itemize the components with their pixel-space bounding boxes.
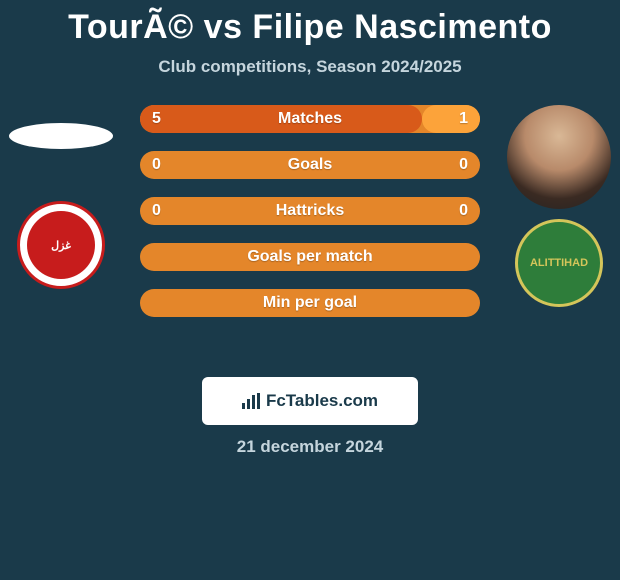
- stat-value-right: 0: [459, 156, 468, 174]
- stat-value-right: 1: [459, 110, 468, 128]
- player-right-club-badge: ALITTIHAD: [515, 219, 603, 307]
- brand-badge: FcTables.com: [202, 377, 418, 425]
- page-title: TourÃ© vs Filipe Nascimento: [0, 8, 620, 47]
- player-right-avatar: [507, 105, 611, 209]
- stat-bar: Min per goal: [140, 289, 480, 317]
- stat-bar: 0 Goals 0: [140, 151, 480, 179]
- stat-label: Hattricks: [276, 202, 344, 220]
- stat-label: Goals per match: [247, 248, 372, 266]
- comparison-panel: غزل ALITTIHAD 5 Matches 1 0 Goals 0 0 Hattricks…: [0, 105, 620, 355]
- stat-label: Goals: [288, 156, 332, 174]
- stat-value-left: 0: [152, 156, 161, 174]
- brand-name: FcTables.com: [266, 391, 378, 411]
- stat-bar: 5 Matches 1: [140, 105, 480, 133]
- stat-value-left: 5: [152, 110, 161, 128]
- stat-value-right: 0: [459, 202, 468, 220]
- player-left-column: غزل: [6, 105, 116, 289]
- club-right-label: ALITTIHAD: [530, 257, 588, 269]
- stat-label: Matches: [278, 110, 342, 128]
- stat-value-left: 0: [152, 202, 161, 220]
- player-right-column: ALITTIHAD: [504, 105, 614, 307]
- player-left-avatar: [9, 123, 113, 149]
- stat-bar: 0 Hattricks 0: [140, 197, 480, 225]
- stat-label: Min per goal: [263, 294, 357, 312]
- subtitle: Club competitions, Season 2024/2025: [0, 57, 620, 77]
- club-left-label: غزل: [27, 211, 95, 279]
- stat-bar: Goals per match: [140, 243, 480, 271]
- stat-bar-right-fill: [422, 105, 480, 133]
- report-date: 21 december 2024: [0, 437, 620, 457]
- player-left-club-badge: غزل: [17, 201, 105, 289]
- chart-icon: [242, 393, 262, 409]
- stat-bars: 5 Matches 1 0 Goals 0 0 Hattricks 0 Goals per mat…: [140, 105, 480, 317]
